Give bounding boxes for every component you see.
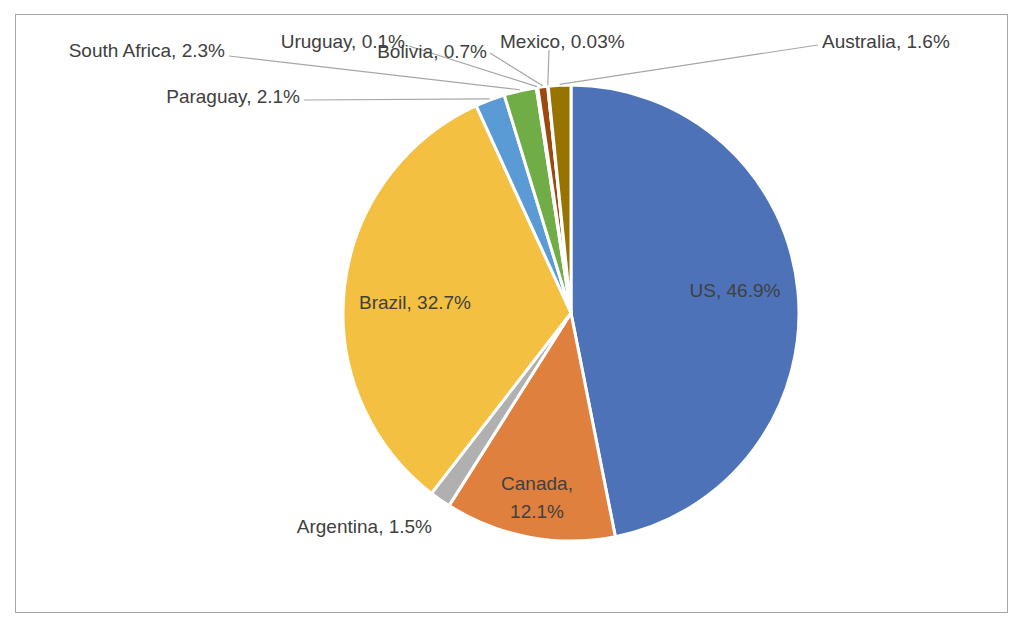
data-label: Canada,12.1% (501, 473, 573, 522)
data-label: Argentina, 1.5% (297, 516, 432, 537)
data-label: Australia, 1.6% (822, 31, 950, 52)
leader-line (548, 50, 549, 85)
data-label: South Africa, 2.3% (69, 40, 225, 61)
data-label: Brazil, 32.7% (359, 292, 471, 313)
leader-lines (229, 45, 818, 100)
data-label: Mexico, 0.03% (500, 31, 625, 52)
leader-line (490, 53, 543, 86)
chart-frame (16, 15, 1008, 613)
chart: US, 46.9% Canada,12.1% Argentina, 1.5% Braz… (0, 0, 1024, 626)
leader-line (304, 99, 490, 100)
data-label: US, 46.9% (690, 280, 781, 301)
data-label: Paraguay, 2.1% (166, 86, 300, 107)
data-label: Bolivia, 0.7% (377, 41, 487, 62)
slice (548, 85, 571, 313)
pie (343, 85, 799, 541)
slice (571, 85, 799, 537)
data-labels: US, 46.9% Canada,12.1% Argentina, 1.5% Braz… (69, 31, 950, 537)
